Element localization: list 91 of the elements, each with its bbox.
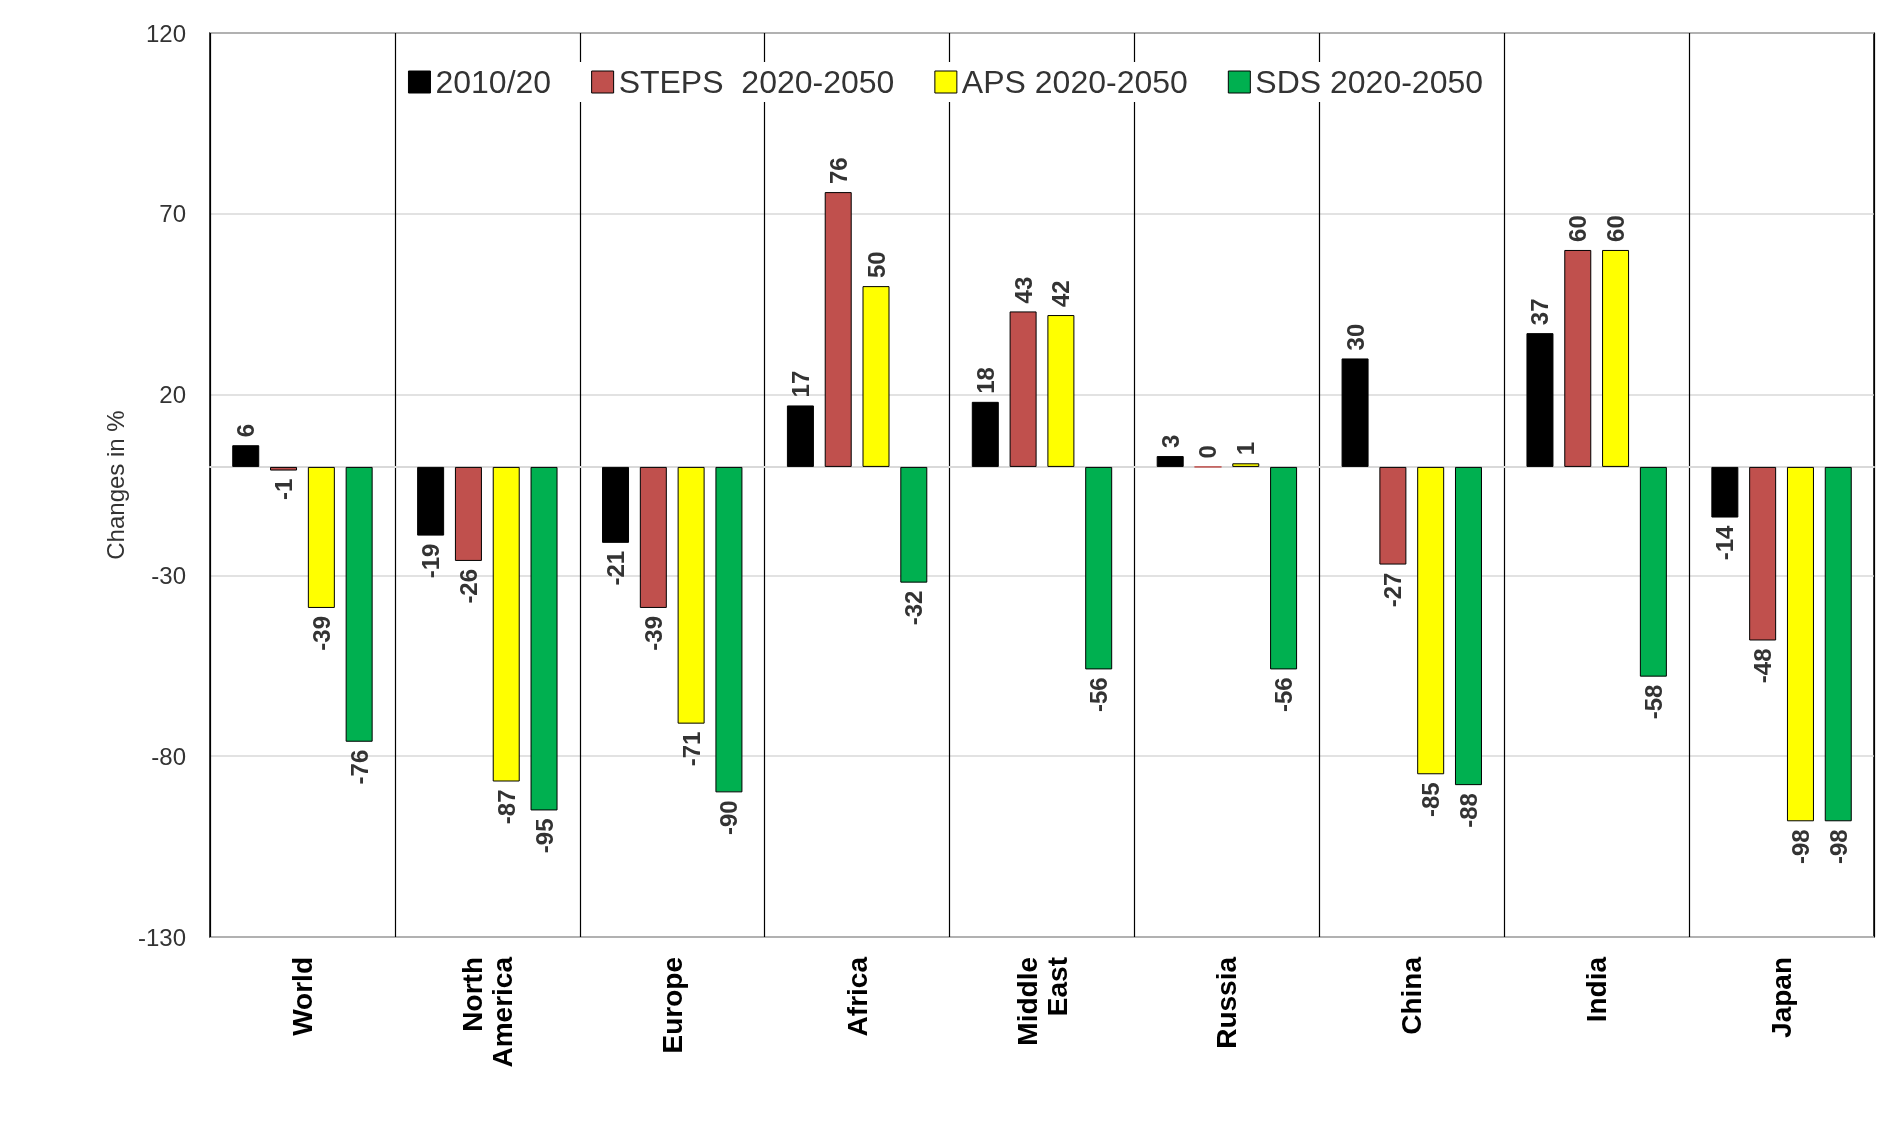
bar: [1417, 466, 1445, 775]
x-tick-label: India: [1581, 956, 1613, 1023]
bar: [1526, 333, 1554, 467]
bar: [786, 405, 814, 467]
data-label: -27: [1379, 572, 1407, 608]
data-label: 18: [971, 367, 999, 394]
data-label: -19: [417, 543, 445, 579]
bar: [1786, 466, 1814, 822]
bar: [1824, 466, 1852, 822]
data-label: 43: [1009, 276, 1037, 304]
data-label: 76: [824, 157, 852, 185]
bar: [1602, 249, 1630, 467]
data-label: -98: [1824, 829, 1852, 864]
bar: [1156, 456, 1184, 467]
bar: [639, 466, 667, 608]
y-tick-label: -130: [137, 923, 186, 951]
data-label: -98: [1786, 829, 1814, 864]
bar: [862, 286, 890, 467]
bar: [824, 192, 852, 467]
data-label: -39: [639, 615, 667, 651]
data-label: 60: [1602, 215, 1630, 242]
data-label: -87: [492, 789, 520, 825]
y-tick-label: 70: [159, 200, 186, 228]
data-label: -58: [1639, 684, 1667, 720]
bar: [1639, 466, 1667, 677]
bar: [677, 466, 705, 724]
bar: [1341, 358, 1369, 467]
bar: [602, 466, 630, 543]
x-tick-label: Japan: [1766, 957, 1798, 1038]
legend-label: 2010/20: [435, 64, 552, 100]
x-tick-label: Middle East: [1011, 957, 1073, 1046]
data-label: -85: [1417, 782, 1445, 817]
bar: [1749, 466, 1777, 641]
bar: [1085, 466, 1113, 670]
data-label: -1: [270, 478, 298, 500]
y-tick-label: 20: [159, 381, 186, 409]
bar: [900, 466, 928, 583]
data-label: -56: [1085, 677, 1113, 713]
data-label: 37: [1526, 298, 1554, 326]
data-label: -76: [345, 749, 373, 785]
data-label: 6: [232, 423, 260, 438]
data-label: 3: [1156, 434, 1184, 449]
data-label: 42: [1047, 280, 1075, 308]
bar: [971, 401, 999, 467]
legend-label: SDS 2020-2050: [1255, 64, 1484, 100]
legend-label: APS 2020-2050: [961, 64, 1188, 100]
data-label: -56: [1270, 677, 1298, 713]
data-label: -95: [530, 818, 558, 854]
data-label: 60: [1564, 215, 1592, 242]
data-label: -90: [715, 800, 743, 836]
bar: [1270, 466, 1298, 670]
y-tick-label: -80: [151, 742, 186, 770]
legend-label: STEPS 2020-2050: [618, 64, 895, 100]
data-label: -88: [1454, 793, 1482, 828]
data-label: 30: [1341, 323, 1369, 351]
data-label: -26: [454, 568, 482, 604]
x-tick-label: Europe: [656, 957, 688, 1054]
x-tick-label: World: [286, 957, 318, 1036]
bar: [1379, 466, 1407, 565]
bar: [530, 466, 558, 811]
x-tick-label: China: [1396, 956, 1428, 1035]
data-label: -48: [1749, 648, 1777, 684]
data-label: -39: [307, 615, 335, 651]
data-label: 1: [1232, 441, 1260, 456]
data-label: -14: [1711, 524, 1739, 561]
bar: [1564, 249, 1592, 467]
bar: [232, 445, 260, 467]
x-tick-label: Russia: [1211, 956, 1243, 1049]
y-tick-label: 120: [145, 19, 186, 47]
data-label: 17: [786, 370, 814, 398]
bar: [1454, 466, 1482, 786]
bar: [715, 466, 743, 793]
data-label: -32: [900, 590, 928, 626]
data-label: 0: [1194, 445, 1222, 459]
data-label: -21: [602, 550, 630, 586]
bar: [417, 466, 445, 536]
bar: [1711, 466, 1739, 518]
data-label: -71: [677, 731, 705, 767]
bar: [1009, 311, 1037, 467]
bar: [270, 466, 298, 471]
bar: [492, 466, 520, 782]
x-tick-label: North America: [456, 956, 518, 1068]
y-tick-label: -30: [151, 561, 186, 589]
bar: [1047, 315, 1075, 467]
x-tick-label: Africa: [841, 956, 873, 1037]
data-label: 50: [862, 251, 890, 279]
bar: [307, 466, 335, 608]
y-axis-title: Changes in %: [101, 410, 129, 560]
bar: [1232, 463, 1260, 467]
bar: [345, 466, 373, 742]
bar: [454, 466, 482, 561]
